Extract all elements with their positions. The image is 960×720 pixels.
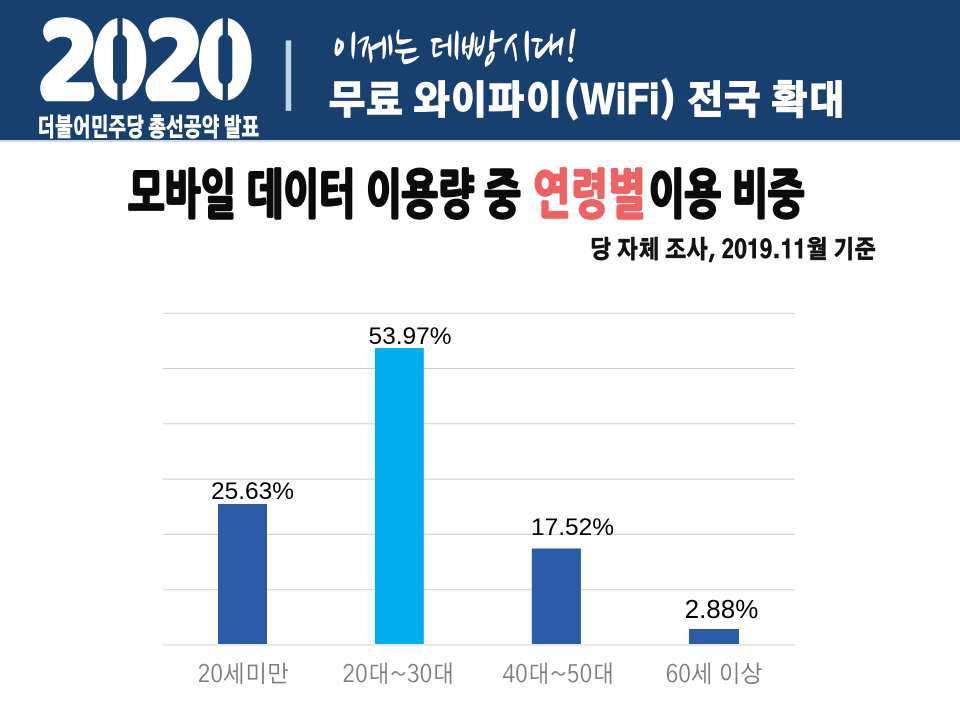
- svg-text:17.52%: 17.52%: [531, 514, 614, 541]
- svg-text:53.97%: 53.97%: [368, 323, 451, 350]
- svg-text:2.88%: 2.88%: [685, 594, 759, 624]
- svg-text:25.63%: 25.63%: [211, 478, 294, 505]
